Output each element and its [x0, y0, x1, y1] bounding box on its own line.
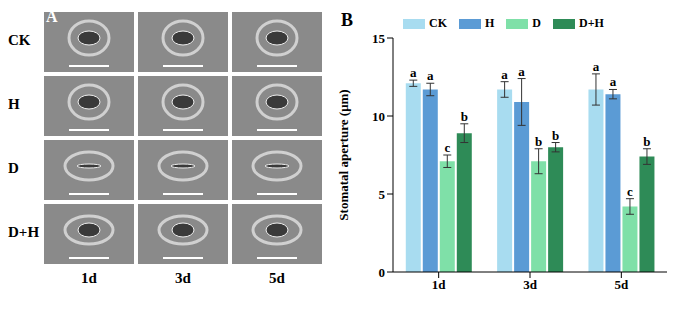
html-text:3d: 3d [175, 270, 191, 286]
html-text:D+H: D+H [579, 16, 604, 30]
svg-text:a: a [427, 68, 434, 83]
svg-text:3d: 3d [523, 277, 538, 292]
html-text:1d: 1d [81, 270, 97, 286]
html-text:A: A [46, 8, 58, 25]
html-text:B: B [341, 10, 353, 30]
svg-text:c: c [444, 140, 450, 155]
svg-text:0: 0 [379, 265, 386, 280]
html-text:D: D [532, 16, 541, 30]
html-text:D: D [8, 160, 19, 176]
svg-text:a: a [610, 74, 617, 89]
svg-text:b: b [643, 134, 650, 149]
svg-text:a: a [410, 65, 417, 80]
html-text:H: H [8, 96, 20, 112]
svg-text:a: a [501, 67, 508, 82]
svg-text:a: a [593, 59, 600, 74]
svg-text:15: 15 [372, 31, 386, 46]
svg-text:5d: 5d [614, 277, 629, 292]
svg-text:b: b [552, 128, 559, 143]
html-text:D+H: D+H [8, 224, 40, 240]
svg-text:10: 10 [372, 109, 385, 124]
svg-text:c: c [627, 184, 633, 199]
svg-text:Stomatal aperture (μm): Stomatal aperture (μm) [336, 89, 351, 220]
svg-text:b: b [535, 134, 542, 149]
svg-text:b: b [461, 109, 468, 124]
svg-text:a: a [518, 64, 525, 79]
svg-text:5: 5 [379, 187, 386, 202]
html-text:5d: 5d [269, 270, 285, 286]
html-text:CK: CK [8, 32, 31, 48]
html-text:H: H [485, 16, 495, 30]
svg-text:1d: 1d [432, 277, 447, 292]
html-text:CK: CK [429, 16, 447, 30]
